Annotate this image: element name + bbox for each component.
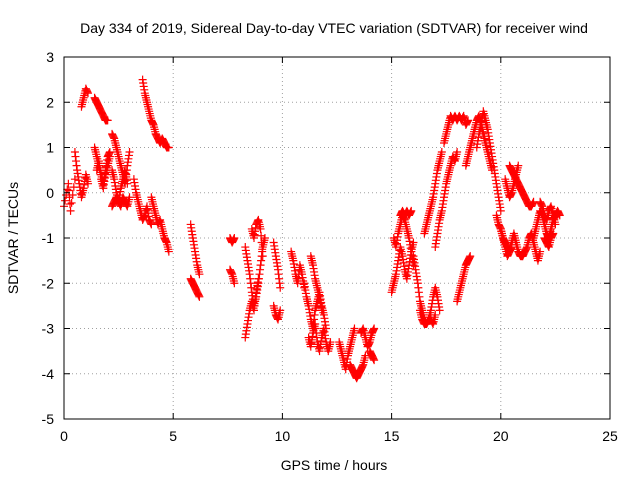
data-point <box>66 206 75 215</box>
data-point <box>63 185 72 194</box>
data-point <box>164 143 173 152</box>
data-point <box>317 306 326 315</box>
data-point <box>370 356 379 365</box>
data-point <box>437 148 446 157</box>
data-point <box>64 179 73 188</box>
data-point <box>103 116 112 125</box>
data-point <box>164 247 173 256</box>
data-point <box>84 89 93 98</box>
axis-ticks: 0 5 10 15 20 25 -5 -4 -3 -2 -1 0 1 2 3 <box>42 49 618 444</box>
data-point <box>125 193 134 202</box>
data-point <box>464 116 473 125</box>
y-tick-label: 2 <box>46 94 54 110</box>
data-point <box>68 191 77 200</box>
data-point <box>326 338 335 347</box>
data-point <box>407 206 416 215</box>
data-point <box>435 306 444 315</box>
data-point <box>254 274 263 283</box>
x-tick-label: 25 <box>602 428 618 444</box>
y-tick-label: -5 <box>42 411 55 427</box>
y-tick-label: 1 <box>46 140 54 156</box>
data-point <box>276 306 285 315</box>
data-point <box>258 252 267 261</box>
data-point <box>105 152 114 161</box>
data-point <box>230 279 239 288</box>
data-point <box>370 324 379 333</box>
y-tick-label: -1 <box>42 230 55 246</box>
data-point <box>257 238 266 247</box>
data-point <box>195 270 204 279</box>
x-tick-label: 5 <box>169 428 177 444</box>
data-point <box>67 198 76 207</box>
data-point <box>125 148 134 157</box>
data-point <box>549 229 558 238</box>
data-point <box>276 283 285 292</box>
data-point <box>230 234 239 242</box>
data-point <box>195 292 204 301</box>
chart-title: Day 334 of 2019, Sidereal Day-to-day VTE… <box>80 20 588 36</box>
x-tick-label: 0 <box>60 428 68 444</box>
x-tick-label: 20 <box>493 428 509 444</box>
y-tick-label: -4 <box>42 366 55 382</box>
y-tick-label: -2 <box>42 275 55 291</box>
y-tick-label: 0 <box>46 185 54 201</box>
data-point <box>258 245 267 254</box>
data-point <box>536 247 545 256</box>
data-point <box>551 220 560 229</box>
data-point <box>84 179 93 188</box>
x-tick-label: 10 <box>275 428 291 444</box>
data-point <box>514 161 523 170</box>
data-point <box>61 196 70 205</box>
data-point <box>257 231 266 240</box>
x-tick-label: 15 <box>384 428 400 444</box>
data-point <box>453 148 462 157</box>
data-point <box>350 324 359 333</box>
data-point <box>256 224 265 233</box>
x-axis-label: GPS time / hours <box>281 457 388 473</box>
data-point <box>496 206 505 215</box>
y-tick-label: -3 <box>42 321 55 337</box>
data-point <box>466 252 475 261</box>
data-point <box>431 310 440 319</box>
data-points <box>60 75 564 383</box>
y-tick-label: 3 <box>46 49 54 65</box>
data-point <box>123 179 132 188</box>
y-axis-label: SDTVAR / TECUs <box>5 182 21 294</box>
data-point <box>66 200 75 209</box>
